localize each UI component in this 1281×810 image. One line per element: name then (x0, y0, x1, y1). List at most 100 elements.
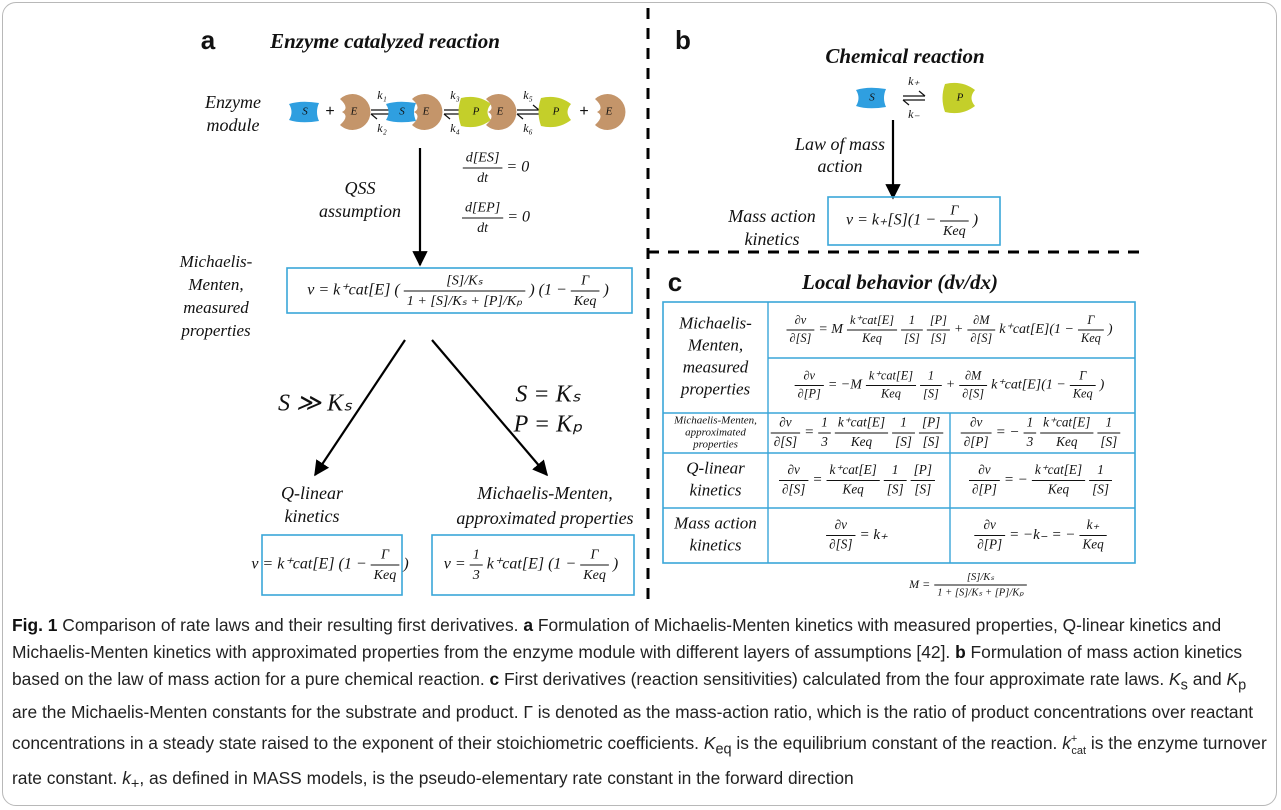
symbol: K (1169, 669, 1181, 689)
denominator: Keq (861, 331, 882, 345)
denominator: Keq (1072, 387, 1093, 401)
denominator: Keq (1047, 481, 1070, 496)
product-shape (458, 96, 491, 128)
denominator: Keq (850, 434, 873, 449)
caption-text: First derivatives (reaction sensitivitie… (499, 669, 1169, 689)
formula-text: ) (1 − (528, 282, 566, 299)
molecule: P (538, 96, 571, 128)
formula-text: = (804, 424, 814, 440)
equilibrium-arrow (902, 99, 910, 106)
caption-text: , as defined in MASS models, is the pseu… (139, 767, 854, 788)
plus: + (325, 103, 334, 120)
formula: v = k₊[S](1 − Γ Keq) (846, 202, 978, 238)
numerator: Γ (1078, 369, 1087, 383)
caption-text: and (1187, 669, 1227, 689)
species-label: E (496, 106, 504, 118)
subscript: p (1238, 677, 1247, 694)
panel-title: Local behavior (dv/dx) (801, 270, 998, 294)
arrow (431, 339, 548, 477)
denominator: Keq (573, 293, 597, 309)
denominator: ∂[P] (977, 536, 1002, 551)
denominator: Keq (842, 481, 865, 496)
panel-label: b (675, 25, 691, 55)
denominator: dt (477, 220, 489, 236)
formula-text: = (812, 472, 822, 488)
substrate-shape (856, 87, 886, 109)
row-label: properties (692, 439, 738, 451)
denominator: ∂[P] (972, 481, 997, 496)
numerator: k⁺cat[E] (1035, 462, 1082, 477)
caption-text: are the Michaelis-Menten constants for t… (12, 702, 1254, 754)
equilibrium-arrow (443, 113, 451, 120)
caption-text: is the enzyme turnover rate constant. (12, 733, 1267, 788)
panel-title: Chemical reaction (825, 44, 984, 68)
denominator: 3 (1026, 434, 1034, 449)
numerator: Γ (1086, 313, 1095, 327)
row-label: Mass action (673, 513, 757, 532)
formula-text: k⁺cat[E] (1 − (487, 556, 576, 573)
table-formula: ∂v ∂[S] = 1 3 k⁺cat[E] Keq 1 [S] [P] [S] (770, 415, 944, 449)
molecule: E (595, 93, 626, 130)
numerator: 1 (1027, 415, 1034, 430)
row-label: kinetics (285, 506, 340, 526)
formula-text: = 0 (507, 209, 530, 226)
condition: S = Kₛ (515, 382, 581, 408)
formula-text: v = k⁺cat[E] (1 − (251, 556, 366, 573)
formula-text: = −k₋ = − (1009, 527, 1075, 543)
numerator: k⁺cat[E] (869, 369, 913, 383)
denominator: 3 (472, 567, 480, 583)
numerator: ∂v (788, 462, 801, 477)
equilibrium-arrow (918, 90, 926, 97)
formula-text: + (954, 322, 963, 337)
denominator: 1 + [S]/Kₛ + [P]/Kₚ (407, 293, 523, 309)
symbol: K (1226, 669, 1239, 689)
row-label: Q-linear (686, 458, 745, 477)
numerator: 1 (821, 415, 828, 430)
denominator: Keq (1055, 434, 1078, 449)
panel-ref: c (489, 669, 500, 689)
species-label: S (869, 92, 875, 104)
row-label: Mass action (727, 206, 816, 226)
numerator: Γ (949, 202, 959, 218)
superscript: + (1070, 733, 1078, 746)
row-label: approximated (685, 427, 746, 439)
denominator: 1 + [S]/Kₛ + [P]/Kₚ (937, 587, 1024, 598)
formula-box (827, 196, 1001, 246)
product-shape (538, 96, 571, 128)
figure: a Enzyme catalyzed reaction Enzyme module S +… (179, 8, 1148, 605)
equilibrium-arrow (516, 113, 524, 120)
row-label: Michaelis-Menten, (476, 483, 612, 503)
subscript: eq (715, 741, 732, 758)
numerator: ∂v (978, 462, 991, 477)
caption-text: is the equilibrium constant of the react… (731, 733, 1063, 754)
formula-text: + (946, 378, 955, 393)
numerator: k⁺cat[E] (830, 462, 877, 477)
row-label: Michaelis- (179, 252, 253, 271)
numerator: 1 (1097, 462, 1104, 477)
caption-text: Comparison of rate laws and their result… (57, 615, 524, 635)
numerator: [P] (914, 462, 932, 477)
numerator: 1 (1106, 415, 1113, 430)
molecule: S (856, 87, 886, 109)
row-label: Law of mass (794, 134, 885, 154)
formula-text: ) (972, 212, 978, 229)
formula-text: = M (818, 322, 844, 337)
denominator: [S] (923, 434, 940, 449)
formula-box (286, 267, 633, 314)
table-formula: ∂v ∂[P] = − k⁺cat[E] Keq 1 [S] (969, 462, 1112, 496)
row-label: kinetics (745, 229, 800, 249)
row-label: measured (683, 357, 749, 376)
denominator: Keq (373, 567, 397, 583)
numerator: Γ (380, 546, 390, 562)
enzyme-shape (486, 93, 517, 130)
molecule: S (289, 101, 319, 123)
row-label: Michaelis- (678, 313, 752, 332)
table-border (662, 301, 1136, 564)
equilibrium-arrow (370, 113, 378, 120)
formula-text: = − (996, 424, 1020, 440)
row-label: QSS (345, 178, 376, 198)
enzyme-shape (595, 93, 626, 130)
formula-text: M = (908, 577, 930, 591)
formula: d[EP] dt = 0 (462, 199, 530, 236)
